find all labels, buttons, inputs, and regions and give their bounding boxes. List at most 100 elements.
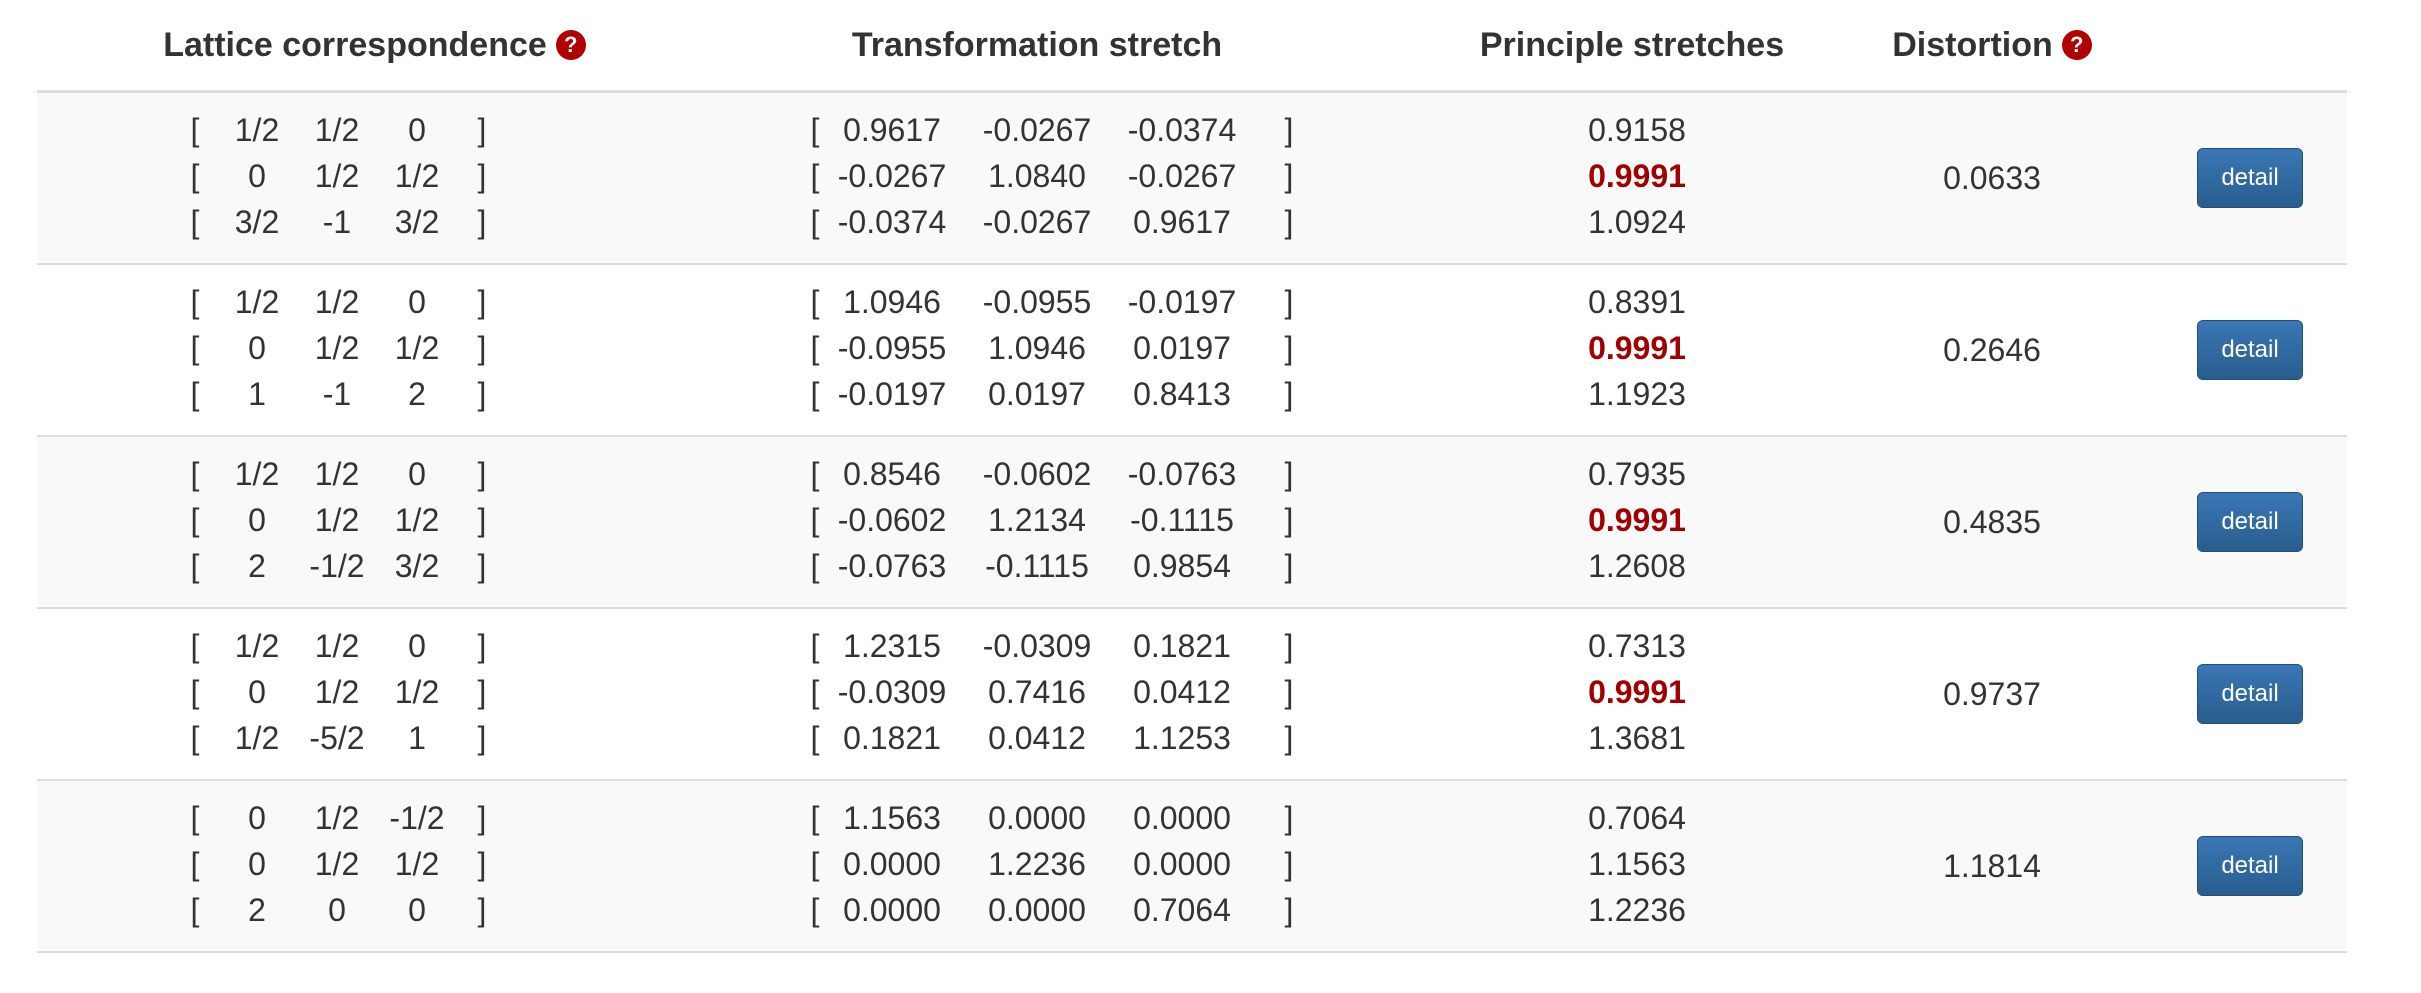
transformation-stretch-header: Transformation stretch [712, 0, 1362, 90]
principle-stretch-value: 0.9991 [1588, 330, 1686, 366]
distortion-help-icon[interactable]: ? [2061, 30, 2092, 60]
bracket-open: [ [190, 158, 200, 194]
stretch-matrix-cell: 0.1821 [843, 720, 941, 756]
bracket-open: [ [810, 720, 820, 756]
distortion-value: 0.9737 [1943, 675, 2041, 712]
table-row: [0 1/2 -1/2] [0 1/2 1/2] [2 0 0] [1.1563 0.0000 0.0… [37, 781, 2347, 953]
lattice-matrix-row: [0 1/2 1/2] [37, 669, 712, 715]
distortion-value: 0.2646 [1943, 331, 2041, 368]
bracket-close: ] [1284, 330, 1294, 366]
stretch-matrix-cell: 1.0840 [988, 158, 1086, 194]
stretch-matrix-cell: 0.0197 [1133, 330, 1231, 366]
bracket-close: ] [1284, 204, 1294, 240]
principle-stretch-value: 0.7313 [1588, 628, 1686, 664]
bracket-open: [ [810, 376, 820, 412]
stretch-matrix-cell: -0.0197 [837, 376, 947, 412]
lattice-matrix-row: [2 0 0] [37, 887, 712, 933]
lattice-matrix-cell: 1 [248, 376, 266, 412]
stretch-matrix-cell: 1.0946 [988, 330, 1086, 366]
lattice-matrix-cell: 2 [248, 892, 266, 928]
bracket-close: ] [477, 502, 487, 538]
detail-button[interactable]: detail [2197, 836, 2303, 896]
lattice-matrix: [0 1/2 -1/2] [0 1/2 1/2] [2 0 0] [37, 795, 712, 933]
lattice-matrix-cell: 0 [248, 158, 266, 194]
table-body: [1/2 1/2 0] [0 1/2 1/2] [3/2 -1 3/2] [0.9617 -0.02… [37, 93, 2347, 953]
bracket-close: ] [477, 720, 487, 756]
lattice-matrix-cell: 1/2 [314, 628, 360, 664]
lattice-help-icon[interactable]: ? [555, 30, 586, 60]
lattice-matrix-cell: 1/2 [234, 284, 280, 320]
principle-stretch-value: 1.3681 [1588, 720, 1686, 756]
principle-stretches: 0.7064 1.1563 1.2236 [1437, 795, 1837, 933]
stretch-matrix-cell: 0.0000 [1133, 846, 1231, 882]
lattice-matrix-cell: 0 [408, 284, 426, 320]
bracket-open: [ [190, 674, 200, 710]
principle-stretch-value: 0.8391 [1588, 284, 1686, 320]
bracket-close: ] [1284, 456, 1294, 492]
detail-button[interactable]: detail [2197, 492, 2303, 552]
stretch-matrix-cell: -0.0374 [1127, 112, 1237, 148]
stretch-matrix-cell: 0.0412 [988, 720, 1086, 756]
lattice-matrix-cell: 1/2 [234, 628, 280, 664]
lattice-matrix-row: [0 1/2 1/2] [37, 325, 712, 371]
lattice-matrix-cell: -1 [322, 376, 352, 412]
bracket-close: ] [477, 112, 487, 148]
lattice-matrix-cell: 1/2 [314, 158, 360, 194]
principle-stretch-value: 1.1563 [1588, 846, 1686, 882]
lattice-matrix-row: [0 1/2 1/2] [37, 841, 712, 887]
lattice-matrix-cell: 0 [248, 846, 266, 882]
lattice-matrix-cell: -1/2 [309, 548, 365, 584]
stretch-matrix-cell: 0.7064 [1133, 892, 1231, 928]
detail-button[interactable]: detail [2197, 320, 2303, 380]
stretch-matrix-cell: -0.1115 [1130, 502, 1234, 538]
lattice-matrix-cell: 0 [248, 800, 266, 836]
stretch-matrix-row: [0.9617 -0.0267 -0.0374] [712, 107, 1362, 153]
bracket-close: ] [477, 892, 487, 928]
bracket-close: ] [477, 800, 487, 836]
bracket-close: ] [477, 330, 487, 366]
lattice-matrix: [1/2 1/2 0] [0 1/2 1/2] [3/2 -1 3/2] [37, 107, 712, 245]
stretch-matrix-cell: -0.0267 [982, 204, 1092, 240]
lattice-matrix-cell: 1/2 [234, 456, 280, 492]
principle-stretch-value: 1.2236 [1588, 892, 1686, 928]
bracket-open: [ [810, 628, 820, 664]
bracket-close: ] [477, 158, 487, 194]
bracket-open: [ [810, 284, 820, 320]
bracket-close: ] [477, 628, 487, 664]
lattice-matrix-cell: -5/2 [309, 720, 365, 756]
stretch-matrix-row: [-0.0763 -0.1115 0.9854] [712, 543, 1362, 589]
lattice-matrix-row: [1/2 1/2 0] [37, 451, 712, 497]
stretch-matrix-row: [1.0946 -0.0955 -0.0197] [712, 279, 1362, 325]
stretch-matrix-cell: -0.0267 [982, 112, 1092, 148]
lattice-results-table: Lattice correspondence ? Transformation … [37, 0, 2347, 953]
stretch-matrix-cell: -0.0374 [837, 204, 947, 240]
bracket-close: ] [477, 548, 487, 584]
principle-stretches-header: Principle stretches [1362, 0, 1902, 90]
stretch-matrix-cell: 1.0946 [843, 284, 941, 320]
principle-stretches: 0.8391 0.9991 1.1923 [1437, 279, 1837, 417]
principle-stretch-value: 1.2608 [1588, 548, 1686, 584]
stretch-matrix-cell: -0.0309 [982, 628, 1092, 664]
lattice-matrix-cell: 1 [408, 720, 426, 756]
lattice-matrix-row: [0 1/2 1/2] [37, 153, 712, 199]
stretch-matrix: [1.2315 -0.0309 0.1821] [-0.0309 0.7416 0.041… [712, 623, 1362, 761]
detail-button[interactable]: detail [2197, 148, 2303, 208]
detail-button[interactable]: detail [2197, 664, 2303, 724]
stretch-matrix-row: [-0.0309 0.7416 0.0412] [712, 669, 1362, 715]
stretch-matrix-cell: 0.8546 [843, 456, 941, 492]
lattice-matrix-cell: 2 [248, 548, 266, 584]
bracket-open: [ [190, 284, 200, 320]
lattice-matrix-cell: 1/2 [394, 330, 440, 366]
stretch-matrix-cell: 0.0000 [843, 846, 941, 882]
transformation-stretch-label: Transformation stretch [851, 25, 1223, 64]
stretch-matrix-cell: 0.0000 [988, 892, 1086, 928]
bracket-close: ] [1284, 628, 1294, 664]
bracket-open: [ [810, 204, 820, 240]
stretch-matrix-cell: -0.0309 [837, 674, 947, 710]
stretch-matrix-cell: -0.0197 [1127, 284, 1237, 320]
stretch-matrix-row: [0.1821 0.0412 1.1253] [712, 715, 1362, 761]
bracket-open: [ [810, 800, 820, 836]
lattice-matrix-cell: 1/2 [314, 112, 360, 148]
distortion-header: Distortion ? [1842, 0, 2142, 90]
principle-stretches: 0.7313 0.9991 1.3681 [1437, 623, 1837, 761]
